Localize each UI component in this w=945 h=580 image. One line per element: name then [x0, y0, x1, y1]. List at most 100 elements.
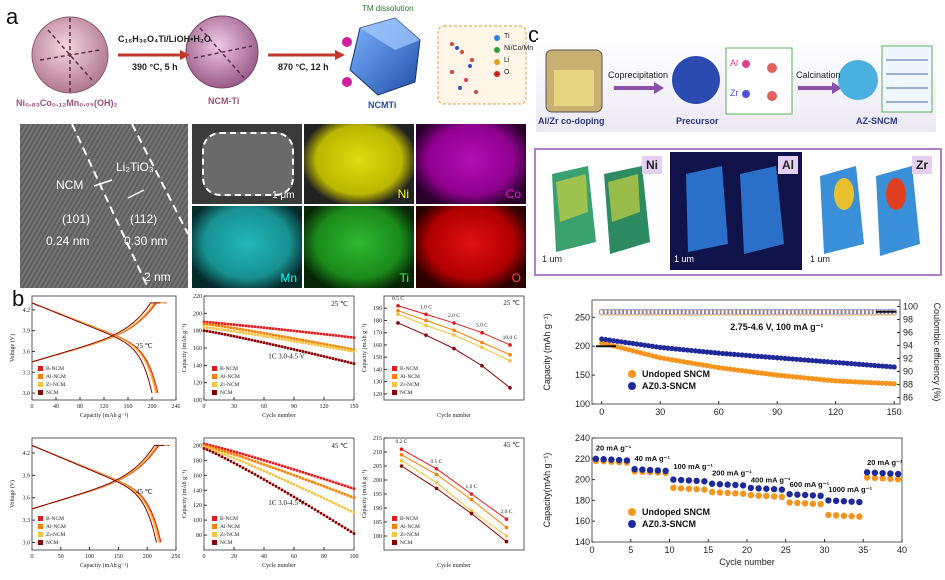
- capacity-point-AZ0.3-SNCM: [603, 336, 609, 343]
- x-axis-label: Cycle number: [262, 413, 296, 419]
- point-Zr-NCM: [307, 490, 311, 493]
- point-Zr-NCM: [220, 328, 224, 331]
- point-Zr-NCM: [313, 492, 317, 496]
- legend-entry: Zr-NCM: [400, 532, 420, 538]
- point-Al-NCM: [262, 331, 266, 335]
- x-axis-label: Cycle number: [437, 563, 471, 569]
- point-NCM: [322, 513, 326, 517]
- y-tick-label: 120: [373, 392, 382, 398]
- point-Al-NCM: [331, 344, 335, 348]
- capacity-point-Undoped SNCM: [809, 375, 815, 382]
- point-Zr-NCM: [343, 348, 347, 352]
- legend-swatch: [38, 390, 43, 395]
- legend-marker: [628, 370, 636, 378]
- point-NCM: [310, 506, 314, 510]
- capacity-point-Undoped SNCM: [782, 373, 788, 379]
- y-tick-label: 180: [575, 495, 590, 505]
- rate-point-Al-NCM: [452, 328, 456, 333]
- ce-point-AZ0.3-SNCM: [844, 308, 851, 315]
- point-Al-NCM: [211, 446, 215, 450]
- point-NCM: [211, 330, 215, 334]
- x-tick-label: 40: [897, 545, 907, 555]
- point-NCM: [298, 499, 302, 502]
- point-NCM: [343, 360, 347, 363]
- point-NCM: [226, 458, 230, 462]
- y-tick-label: 210: [373, 450, 382, 456]
- point-NCM: [337, 358, 341, 362]
- point-NCM: [292, 495, 296, 499]
- y-tick-label: 220: [193, 294, 202, 300]
- point-Al-NCM: [289, 472, 293, 476]
- capacity-point-AZ0.3-SNCM: [634, 341, 640, 347]
- plot-frame: [203, 437, 355, 551]
- point-Al-NCM: [280, 335, 284, 338]
- point-B-NCM: [253, 456, 257, 459]
- ce-point-AZ0.3-SNCM: [805, 308, 812, 315]
- capacity-point-Undoped SNCM: [762, 371, 769, 377]
- point-B-NCM: [217, 446, 221, 449]
- dopant-zr-label: Zr: [730, 88, 739, 98]
- rate-point-Zr-NCM: [480, 345, 484, 350]
- point-Al-NCM: [337, 345, 341, 349]
- point-NCM: [238, 464, 242, 468]
- rate-point-NCM: [424, 333, 428, 337]
- point-Zr-NCM: [286, 480, 290, 483]
- ce-point-AZ0.3-SNCM: [618, 308, 625, 315]
- point-Al-NCM: [334, 345, 338, 348]
- capacity-point-AZ0.3-SNCM: [848, 361, 854, 367]
- point-NCM: [208, 449, 212, 453]
- point-B-NCM: [328, 333, 332, 337]
- point-Al-NCM: [217, 324, 221, 328]
- rate-point-Undoped SNCM: [732, 490, 739, 497]
- ce-point-AZ0.3-SNCM: [762, 308, 769, 315]
- point-B-NCM: [247, 454, 251, 458]
- rate-point-Undoped SNCM: [677, 485, 685, 492]
- legend-swatch: [212, 382, 217, 387]
- ce-point-AZ0.3-SNCM: [817, 308, 824, 315]
- capacity-point-AZ0.3-SNCM: [599, 336, 605, 342]
- legend-swatch: [392, 540, 397, 545]
- point-B-NCM: [223, 322, 227, 326]
- point-Al-NCM: [235, 327, 239, 330]
- x-tick-label: 60: [261, 404, 267, 410]
- rate-point-B-NCM: [452, 321, 456, 325]
- y-tick-label: 3.6: [23, 496, 31, 502]
- point-Zr-NCM: [223, 453, 227, 456]
- point-B-NCM: [238, 323, 242, 327]
- point-Zr-NCM: [223, 328, 227, 332]
- point-Zr-NCM: [310, 342, 314, 346]
- point-Al-NCM: [346, 347, 350, 350]
- capacity-point-Undoped SNCM: [887, 380, 893, 387]
- eds-map-sem: 1 μm: [192, 124, 302, 204]
- legend-entry: Al-NCM: [400, 524, 420, 530]
- legend-swatch: [392, 390, 397, 395]
- y-tick-label: 4.2: [23, 308, 31, 314]
- az-sncm-particle: [838, 60, 878, 100]
- capacity-point-Undoped SNCM: [630, 348, 636, 354]
- y-tick-label: 200: [193, 311, 202, 317]
- point-Zr-NCM: [232, 330, 236, 333]
- point-NCM: [316, 510, 320, 513]
- ce-point-AZ0.3-SNCM: [696, 308, 703, 315]
- rate-point-NCM: [434, 486, 439, 491]
- rate-point-NCM: [504, 539, 509, 544]
- rate-point-AZ0.3-SNCM: [600, 456, 607, 463]
- plot-frame: [383, 295, 525, 401]
- capacity-point-Undoped SNCM: [739, 368, 745, 374]
- rate-point-Undoped SNCM: [825, 511, 832, 519]
- capacity-point-AZ0.3-SNCM: [614, 338, 620, 344]
- point-B-NCM: [340, 483, 344, 487]
- point-Al-NCM: [205, 444, 209, 448]
- ce-point-AZ0.3-SNCM: [754, 308, 761, 315]
- point-NCM: [283, 490, 287, 493]
- legend-entry: NCM: [220, 540, 233, 546]
- ce-point-AZ0.3-SNCM: [707, 308, 714, 315]
- point-Al-NCM: [292, 337, 296, 340]
- point-NCM: [331, 357, 335, 360]
- x-tick-label: 0: [31, 554, 34, 560]
- point-Al-NCM: [325, 486, 329, 489]
- point-Al-NCM: [223, 325, 227, 329]
- point-NCM: [325, 515, 329, 519]
- rate-point-Al-NCM: [434, 472, 439, 477]
- eds-mn-label: Mn: [280, 271, 297, 285]
